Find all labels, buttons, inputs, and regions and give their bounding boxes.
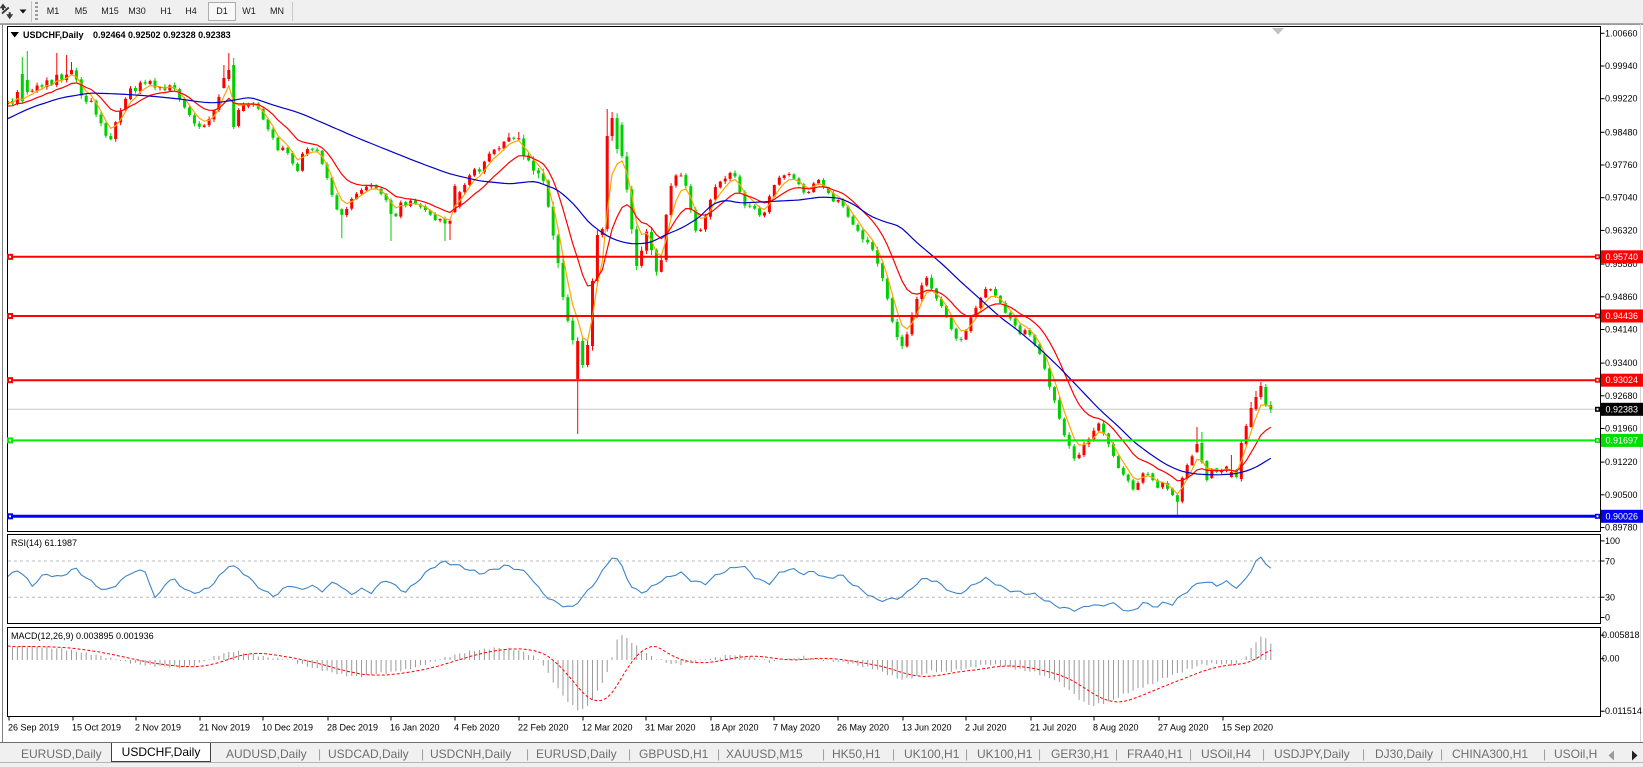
- svg-text:31 Mar 2020: 31 Mar 2020: [645, 723, 696, 733]
- svg-text:0.97760: 0.97760: [1605, 160, 1638, 170]
- svg-text:2 Nov 2019: 2 Nov 2019: [135, 723, 181, 733]
- svg-text:0.94860: 0.94860: [1605, 292, 1638, 302]
- svg-text:0.89780: 0.89780: [1605, 523, 1638, 533]
- svg-text:15 Oct 2019: 15 Oct 2019: [72, 723, 121, 733]
- svg-text:0.92383: 0.92383: [1606, 404, 1639, 414]
- svg-text:-0.011514: -0.011514: [1602, 706, 1642, 716]
- svg-text:30: 30: [1605, 592, 1615, 602]
- svg-text:0.005818: 0.005818: [1602, 630, 1640, 640]
- svg-text:0.91697: 0.91697: [1606, 435, 1639, 445]
- svg-text:0.95740: 0.95740: [1606, 252, 1639, 262]
- svg-text:0.00: 0.00: [1602, 654, 1620, 664]
- svg-text:0.95580: 0.95580: [1605, 259, 1638, 269]
- svg-text:0.98480: 0.98480: [1605, 127, 1638, 137]
- svg-text:0: 0: [1605, 613, 1610, 623]
- svg-text:16 Jan 2020: 16 Jan 2020: [390, 723, 440, 733]
- svg-text:28 Dec 2019: 28 Dec 2019: [327, 723, 378, 733]
- svg-text:0.94140: 0.94140: [1605, 325, 1638, 335]
- svg-text:1.00660: 1.00660: [1605, 28, 1638, 38]
- svg-text:10 Dec 2019: 10 Dec 2019: [262, 723, 313, 733]
- svg-text:15 Sep 2020: 15 Sep 2020: [1222, 723, 1273, 733]
- svg-text:0.93024: 0.93024: [1606, 375, 1639, 385]
- svg-text:7 May 2020: 7 May 2020: [773, 723, 820, 733]
- svg-text:0.90500: 0.90500: [1605, 490, 1638, 500]
- svg-text:0.91220: 0.91220: [1605, 457, 1638, 467]
- svg-text:70: 70: [1605, 557, 1615, 567]
- svg-text:4 Feb 2020: 4 Feb 2020: [454, 723, 500, 733]
- svg-text:18 Apr 2020: 18 Apr 2020: [710, 723, 759, 733]
- svg-text:21 Nov 2019: 21 Nov 2019: [199, 723, 250, 733]
- svg-text:100: 100: [1605, 536, 1620, 546]
- svg-text:27 Aug 2020: 27 Aug 2020: [1158, 723, 1209, 733]
- svg-text:22 Feb 2020: 22 Feb 2020: [518, 723, 569, 733]
- svg-text:2 Jul 2020: 2 Jul 2020: [965, 723, 1007, 733]
- svg-text:0.96320: 0.96320: [1605, 225, 1638, 235]
- svg-text:0.92680: 0.92680: [1605, 391, 1638, 401]
- svg-text:0.99220: 0.99220: [1605, 94, 1638, 104]
- svg-text:21 Jul 2020: 21 Jul 2020: [1030, 723, 1077, 733]
- svg-text:8 Aug 2020: 8 Aug 2020: [1093, 723, 1139, 733]
- svg-text:0.90026: 0.90026: [1606, 511, 1639, 521]
- svg-text:0.99940: 0.99940: [1605, 61, 1638, 71]
- svg-text:RSI(14) 61.1987: RSI(14) 61.1987: [11, 538, 77, 548]
- svg-text:USDCHF,Daily: USDCHF,Daily: [23, 30, 84, 40]
- svg-text:26 Sep 2019: 26 Sep 2019: [8, 723, 59, 733]
- svg-text:MACD(12,26,9) 0.003895 0.00193: MACD(12,26,9) 0.003895 0.001936: [11, 631, 154, 641]
- svg-text:0.94436: 0.94436: [1606, 311, 1639, 321]
- svg-text:12 Mar 2020: 12 Mar 2020: [582, 723, 633, 733]
- svg-text:26 May 2020: 26 May 2020: [837, 723, 889, 733]
- svg-text:0.91960: 0.91960: [1605, 424, 1638, 434]
- svg-text:0.93400: 0.93400: [1605, 358, 1638, 368]
- svg-text:13 Jun 2020: 13 Jun 2020: [902, 723, 952, 733]
- svg-text:0.97040: 0.97040: [1605, 193, 1638, 203]
- svg-text:0.92464 0.92502 0.92328 0.9238: 0.92464 0.92502 0.92328 0.92383: [93, 30, 231, 40]
